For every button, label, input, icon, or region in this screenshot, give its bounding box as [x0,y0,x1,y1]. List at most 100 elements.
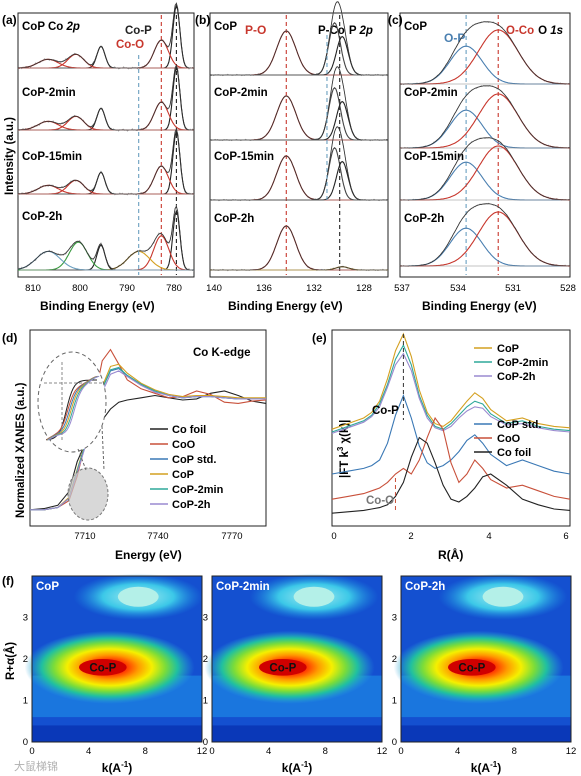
x-tick: 531 [505,283,521,294]
panel-c-sample-top: CoP [404,21,427,33]
y-tick: 3 [203,613,208,624]
x-tick: 128 [356,283,372,294]
x-tick: 8 [512,746,517,757]
panel-c-letter: (c) [388,13,403,27]
x-tick: 528 [560,283,576,294]
wt-hotspot-core [79,659,127,676]
x-tick: 8 [323,746,328,757]
fit-envelope [400,21,570,85]
wt-band [401,725,571,742]
panel-e-legend: CoP CoP-2min CoP-2h CoP std. CoO Co foil [474,343,549,459]
x-tick: 6 [563,531,568,542]
legend-label: CoO [497,433,521,445]
fit-component [400,109,570,149]
inset-series [47,375,100,441]
wt-title: CoP [36,581,59,593]
exafs-series [331,352,571,434]
data-series [209,225,389,272]
legend-label: CoP [172,469,194,481]
panel-e-frame [331,329,571,527]
panel-b-sample-3: CoP-2h [214,213,254,225]
panel-a-sample-1: CoP-2min [22,87,76,99]
panel-d-xticks: 7710 7740 7770 [74,531,242,542]
panel-d-legend: Co foil CoO CoP std. CoP CoP-2min CoP-2h [150,424,224,511]
panel-d-letter: (d) [2,331,17,345]
panel-a-letter: (a) [2,13,17,27]
fit-component [400,227,570,267]
y-tick: 2 [203,654,208,665]
panel-a-label-co-o: Co-O [116,39,144,51]
legend-label: Co foil [172,424,206,436]
wt-title: CoP-2min [216,581,270,593]
panel-d-ylabel: Normalized XANES (a.u.) [15,382,27,518]
x-tick: 0 [398,746,403,757]
panel-e-xticks: 0 2 4 6 [331,531,568,542]
panel-b-frame [209,12,389,278]
panel-a-title: CoP Co 2p [22,21,80,33]
panel-a-curves [17,2,195,275]
x-tick: 810 [25,283,41,294]
y-tick: 3 [392,613,397,624]
panel-b-sample-1: CoP-2min [214,87,268,99]
panel-c-xlabel: Binding Energy (eV) [422,299,537,313]
fit-component [400,45,570,85]
exafs-series [331,394,571,475]
panel-f-letter: (f) [2,574,14,588]
x-tick: 0 [29,746,34,757]
panel-b-sample-2: CoP-15min [214,151,274,163]
fit-envelope [400,137,570,201]
wt-hotspot-core [259,659,307,676]
legend-label: CoP-2min [497,357,549,369]
y-tick: 1 [23,696,28,707]
y-tick: 3 [23,613,28,624]
x-tick: 12 [566,746,577,757]
y-tick: 2 [392,654,397,665]
fit-component [400,29,570,85]
panel-b-sample-top: CoP [214,21,237,33]
wt-frame [31,575,203,743]
exafs-series [331,332,571,430]
legend-label: CoP [497,343,519,355]
wt-title: CoP-2h [405,581,445,593]
panel-b-xticks: 140 136 132 128 [206,283,372,294]
legend-label: CoP-2h [497,371,536,383]
fit-component [400,93,570,149]
panel-c-sample-2: CoP-15min [404,151,464,163]
x-tick: 537 [394,283,410,294]
wt-band [32,725,202,742]
fit-component [210,30,388,76]
x-tick: 0 [209,746,214,757]
wt-lobe-core [293,586,335,607]
panel-e-letter: (e) [312,331,327,345]
x-tick: 2 [408,531,413,542]
wt-peak-label: Co-P [458,662,485,674]
panel-a-ylabel: Intensity (a.u.) [4,117,16,195]
panel-a-sample-2: CoP-15min [22,151,82,163]
panel-c-title: O-Co O 1s [506,25,563,37]
legend-label: Co foil [497,447,531,459]
panel-e-annot-co-p: Co-P [372,405,399,417]
panel-c-sample-3: CoP-2h [404,213,444,225]
wt-peak-label: Co-P [269,662,296,674]
pre-edge-highlight [67,467,109,521]
wt-xlabel: k(A-1) [102,760,132,775]
wt-lobe-core [482,586,524,607]
x-tick: 790 [119,283,135,294]
fit-component [400,161,570,201]
x-tick: 8 [143,746,148,757]
panel-b-curves [209,1,389,275]
x-tick: 4 [266,746,271,757]
x-tick: 800 [72,283,88,294]
x-tick: 7710 [74,531,95,542]
y-tick: 0 [392,737,397,748]
panel-b-label-p-o: P-O [245,23,266,37]
panel-d-curves [29,348,267,521]
y-tick: 1 [203,696,208,707]
panel-b-letter: (b) [195,13,210,27]
fit-envelope [400,203,570,267]
y-tick: 0 [23,737,28,748]
wt-lobe-core [117,586,159,607]
x-tick: 12 [377,746,388,757]
